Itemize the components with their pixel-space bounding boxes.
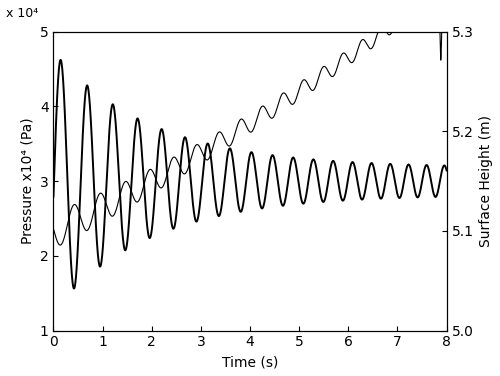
X-axis label: Time (s): Time (s)	[222, 355, 278, 369]
Y-axis label: Pressure x10⁴ (Pa): Pressure x10⁴ (Pa)	[20, 118, 34, 244]
Text: x 10⁴: x 10⁴	[6, 6, 38, 20]
Y-axis label: Surface Height (m): Surface Height (m)	[479, 115, 493, 247]
